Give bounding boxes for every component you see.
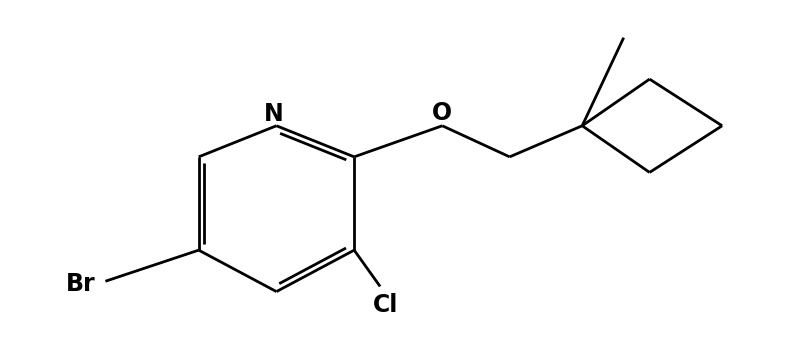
- Text: Br: Br: [66, 272, 95, 296]
- Text: Cl: Cl: [372, 293, 397, 317]
- Text: N: N: [263, 102, 283, 126]
- Text: O: O: [431, 102, 452, 125]
